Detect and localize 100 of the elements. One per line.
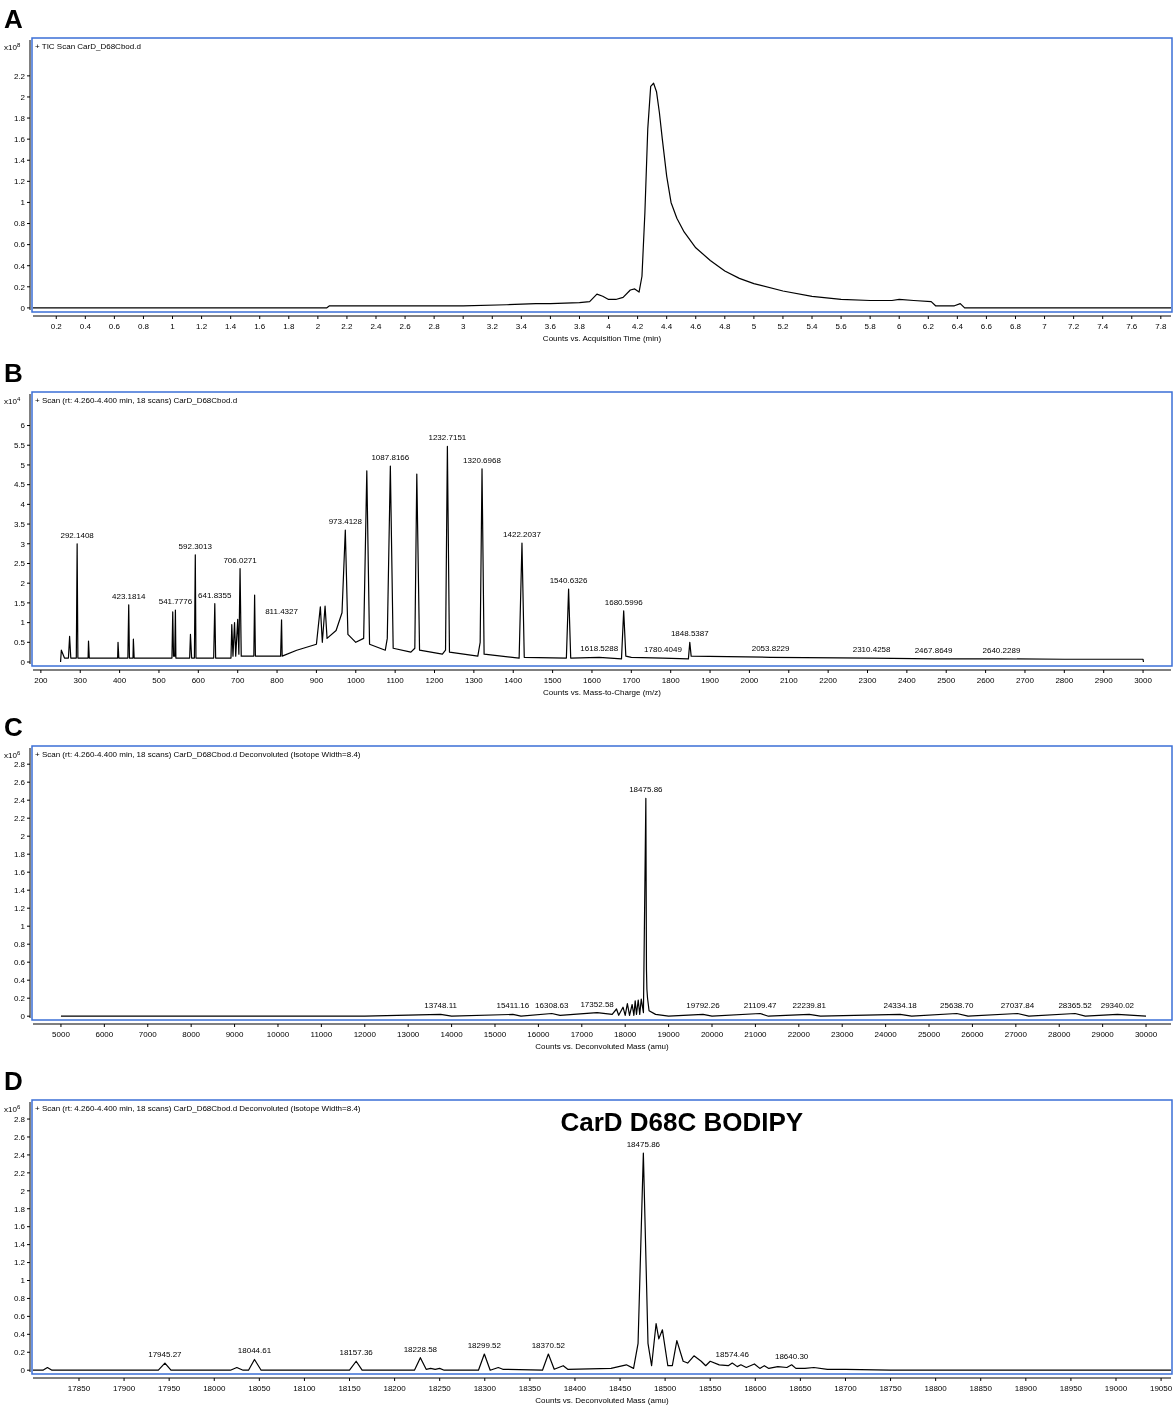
x-tick-label: 14000 bbox=[440, 1030, 464, 1039]
x-axis-title: Counts vs. Acquisition Time (min) bbox=[542, 334, 662, 343]
x-tick-label: 18800 bbox=[924, 1384, 948, 1393]
x-tick-label: 500 bbox=[152, 676, 167, 685]
y-tick-label: 2.5 bbox=[13, 559, 26, 569]
x-tick-label: 25000 bbox=[917, 1030, 941, 1039]
x-tick-label: 0.6 bbox=[108, 322, 121, 331]
x-tick-label: 1.2 bbox=[196, 322, 208, 331]
annotation: 1232.7151 bbox=[428, 433, 467, 443]
annotation: 973.4128 bbox=[328, 516, 363, 526]
x-tick-label: 26000 bbox=[961, 1030, 985, 1039]
x-tick-label: 1700 bbox=[622, 676, 641, 685]
annotation: 2053.8229 bbox=[751, 644, 791, 654]
chart-subtitle: + Scan (rt: 4.260-4.400 min, 18 scans) CarD_D68Cbod.d Deconvoluted (Isotope Width=8.4) bbox=[35, 1104, 361, 1113]
x-tick-label: 5.8 bbox=[864, 322, 877, 331]
y-tick-label: 0 bbox=[20, 1012, 26, 1021]
annotation: 18475.86 bbox=[629, 785, 664, 795]
y-tick-label: 2 bbox=[20, 832, 26, 841]
x-tick-label: 2 bbox=[315, 322, 321, 331]
x-tick-label: 900 bbox=[309, 676, 324, 685]
x-tick-label: 18450 bbox=[608, 1384, 632, 1393]
x-tick-label: 4.2 bbox=[632, 322, 644, 331]
y-tick-label: 2 bbox=[20, 1186, 26, 1196]
x-tick-label: 2600 bbox=[976, 676, 996, 685]
x-tick-label: 1100 bbox=[386, 676, 405, 685]
y-tick-label: 2.8 bbox=[13, 760, 26, 769]
x-tick-label: 18750 bbox=[879, 1384, 903, 1393]
x-tick-label: 28000 bbox=[1048, 1030, 1071, 1039]
annotation: 29340.02 bbox=[1100, 1001, 1135, 1011]
annotation: 18299.52 bbox=[467, 1341, 502, 1351]
x-tick-label: 5 bbox=[751, 322, 757, 331]
x-tick-label: 30000 bbox=[1134, 1030, 1158, 1039]
chart-subtitle: + TIC Scan CarD_D68Cbod.d bbox=[35, 42, 141, 51]
y-tick-label: 1.6 bbox=[13, 1222, 26, 1232]
y-tick-label: 2.6 bbox=[13, 778, 26, 787]
annotation: 2310.4258 bbox=[852, 645, 892, 655]
x-tick-label: 6.6 bbox=[980, 322, 993, 331]
x-tick-label: 18650 bbox=[789, 1384, 813, 1393]
x-tick-label: 18150 bbox=[338, 1384, 362, 1393]
x-tick-label: 2.6 bbox=[399, 322, 412, 331]
x-tick-label: 19050 bbox=[1149, 1384, 1173, 1393]
y-tick-label: 2.2 bbox=[13, 71, 26, 81]
x-tick-label: 18250 bbox=[428, 1384, 452, 1393]
y-axis-title: x10$^{6}$ bbox=[4, 1104, 21, 1114]
x-tick-label: 300 bbox=[73, 676, 88, 685]
x-tick-label: 18350 bbox=[518, 1384, 542, 1393]
y-tick-label: 1.2 bbox=[13, 904, 26, 913]
x-tick-label: 18050 bbox=[248, 1384, 272, 1393]
x-tick-label: 1.4 bbox=[225, 322, 237, 331]
y-tick-label: 3 bbox=[20, 539, 26, 549]
annotation: 18228.58 bbox=[403, 1344, 438, 1354]
y-tick-label: 1 bbox=[20, 1276, 26, 1286]
x-tick-label: 15000 bbox=[483, 1030, 507, 1039]
annotation: 541.7776 bbox=[158, 597, 193, 606]
x-tick-label: 21000 bbox=[744, 1030, 768, 1039]
chart-title: A bbox=[4, 4, 23, 34]
x-tick-label: 600 bbox=[191, 676, 206, 685]
x-tick-label: 13000 bbox=[397, 1030, 420, 1039]
y-tick-label: 1.4 bbox=[13, 156, 26, 166]
x-tick-label: 2200 bbox=[819, 676, 838, 685]
annotation: 17352.58 bbox=[580, 999, 615, 1009]
x-tick-label: 12000 bbox=[353, 1030, 377, 1039]
x-tick-label: 2900 bbox=[1094, 676, 1114, 685]
x-tick-label: 1900 bbox=[701, 676, 720, 685]
x-tick-label: 4.6 bbox=[690, 322, 702, 331]
x-tick-label: 17900 bbox=[112, 1384, 136, 1393]
x-tick-label: 9000 bbox=[225, 1030, 245, 1039]
annotation: 18370.52 bbox=[531, 1341, 566, 1351]
y-tick-label: 0.6 bbox=[13, 1312, 26, 1322]
y-tick-label: 1 bbox=[20, 618, 26, 628]
x-tick-label: 6.8 bbox=[1009, 322, 1022, 331]
x-tick-label: 29000 bbox=[1091, 1030, 1115, 1039]
chart-subtitle: + Scan (rt: 4.260-4.400 min, 18 scans) CarD_D68Cbod.d Deconvoluted (Isotope Width=8.4) bbox=[35, 750, 361, 759]
x-tick-label: 3000 bbox=[1134, 676, 1153, 685]
x-tick-label: 18300 bbox=[473, 1384, 497, 1393]
y-tick-label: 0.6 bbox=[13, 240, 26, 250]
annotation: 641.8355 bbox=[198, 590, 233, 600]
x-tick-label: 2.8 bbox=[428, 322, 441, 331]
y-tick-label: 0.6 bbox=[13, 958, 26, 967]
x-tick-label: 18100 bbox=[293, 1384, 317, 1393]
annotation: 24334.18 bbox=[883, 1001, 918, 1011]
annotation: 423.1814 bbox=[112, 591, 146, 601]
y-axis-title: x10$^{8}$ bbox=[4, 42, 21, 52]
y-tick-label: 2.8 bbox=[13, 1114, 26, 1124]
chart-subtitle: + Scan (rt: 4.260-4.400 min, 18 scans) CarD_D68Cbod.d bbox=[35, 396, 238, 405]
annotation: 1618.5288 bbox=[580, 644, 619, 654]
x-tick-label: 6.4 bbox=[951, 322, 964, 331]
y-tick-label: 0.4 bbox=[13, 1330, 26, 1340]
annotation: 18475.86 bbox=[626, 1140, 661, 1150]
x-tick-label: 3.2 bbox=[486, 322, 499, 331]
annotation: 1540.6326 bbox=[549, 576, 589, 586]
x-tick-label: 1.6 bbox=[254, 322, 266, 331]
x-axis-title: Counts vs. Deconvoluted Mass (amu) bbox=[535, 1042, 670, 1051]
annotation: 27037.84 bbox=[1000, 1000, 1035, 1010]
x-tick-label: 18000 bbox=[614, 1030, 637, 1039]
x-tick-label: 18600 bbox=[744, 1384, 767, 1393]
y-tick-label: 1.8 bbox=[13, 1204, 26, 1214]
x-tick-label: 200 bbox=[34, 676, 49, 685]
x-tick-label: 18200 bbox=[383, 1384, 407, 1393]
y-tick-label: 2.6 bbox=[13, 1132, 26, 1142]
